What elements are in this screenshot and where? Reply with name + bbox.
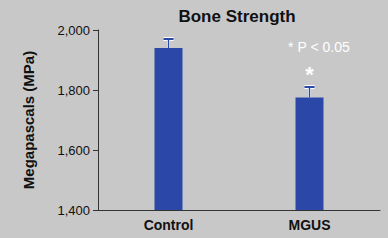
svg-text:1,600: 1,600	[57, 143, 90, 158]
svg-text:1,800: 1,800	[57, 83, 90, 98]
svg-text:1,400: 1,400	[57, 203, 90, 218]
svg-text:* P < 0.05: * P < 0.05	[288, 39, 350, 55]
svg-text:Megapascals (MPa): Megapascals (MPa)	[20, 51, 37, 189]
svg-text:Bone Strength: Bone Strength	[178, 7, 295, 26]
svg-text:2,000: 2,000	[57, 23, 90, 38]
svg-text:Control: Control	[144, 217, 194, 233]
svg-text:*: *	[305, 62, 314, 87]
svg-text:MGUS: MGUS	[289, 217, 331, 233]
